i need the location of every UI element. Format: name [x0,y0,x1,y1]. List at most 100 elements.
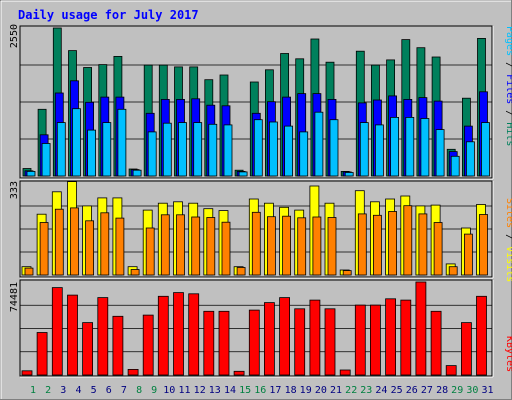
sites-bar-3 [54,208,64,276]
pages-bar-9 [147,131,157,177]
sites-bar-23 [357,213,367,276]
kbytes-bar-8 [127,368,139,376]
kbytes-bar-22 [339,369,351,376]
pages-bar-14 [223,124,233,177]
pages-bar-19 [299,131,309,177]
sites-bar-24 [372,214,382,276]
kbytes-bar-25 [385,298,397,376]
day-label-8: 8 [136,385,142,396]
day-label-20: 20 [315,385,327,396]
sites-bar-13 [206,217,216,276]
day-label-13: 13 [209,385,221,396]
legend-sep-2: / [504,104,512,122]
sites-bar-16 [251,211,261,276]
day-label-29: 29 [451,385,463,396]
pages-bar-26 [405,117,415,177]
sites-bar-28 [433,222,443,276]
pages-bar-18 [284,125,294,177]
day-label-21: 21 [330,385,342,396]
day-label-2: 2 [45,385,51,396]
day-label-15: 15 [239,385,251,396]
sites-bar-31 [479,214,488,276]
kbytes-bar-5 [82,322,93,376]
sites-bar-22 [342,270,352,276]
kbytes-bar-17 [263,302,275,376]
pages-bar-29 [450,155,460,177]
day-label-24: 24 [375,385,387,396]
kbytes-bar-4 [67,294,78,376]
hits-ymax-label: 2550 [9,24,20,48]
kbytes-bar-1 [21,370,33,376]
sites-bar-1 [24,267,34,276]
chart-title: Daily usage for July 2017 [18,8,199,22]
kbytes-legend: KBytes [504,336,512,372]
legend-sites: Sites [504,198,512,228]
legend-files: Files [504,74,512,104]
legend-sep-1: / [504,56,512,74]
legend-visits: Visits [504,246,512,282]
sites-bar-18 [282,215,292,276]
day-label-22: 22 [345,385,357,396]
day-label-31: 31 [481,385,493,396]
pages-bar-22 [344,172,354,177]
kbytes-bar-16 [248,309,260,376]
legend-pages: Pages [504,26,512,56]
kbytes-bar-19 [294,308,306,376]
legend-hits: Hits [504,122,512,146]
day-label-28: 28 [436,385,448,396]
sites-bar-15 [236,267,246,276]
pages-bar-7 [117,108,127,177]
legend-kbytes: KBytes [504,336,512,372]
kbytes-bar-12 [188,293,200,376]
day-label-14: 14 [224,385,236,396]
sites-bar-20 [312,216,322,276]
pages-bar-6 [102,122,112,177]
pages-bar-2 [41,143,51,177]
pages-bar-23 [359,122,369,177]
kbytes-bar-9 [142,314,154,376]
day-label-23: 23 [360,385,372,396]
sites-bar-29 [448,266,458,276]
sites-bar-19 [297,217,307,276]
pages-bar-12 [193,122,203,177]
kbytes-bar-7 [112,315,124,376]
sites-bar-30 [463,233,473,276]
sites-bar-4 [70,207,79,276]
sites-bar-26 [403,205,413,276]
pages-bar-1 [26,170,36,177]
pages-bar-21 [329,119,339,177]
pages-bar-11 [178,122,187,177]
day-label-16: 16 [254,385,266,396]
day-label-1: 1 [30,385,36,396]
visits-legend: Sites / Visits [504,198,512,282]
day-label-18: 18 [285,385,297,396]
sites-bar-11 [176,214,185,276]
pages-bar-30 [465,141,475,177]
day-label-6: 6 [106,385,112,396]
pages-bar-4 [72,108,81,177]
day-label-11: 11 [178,385,190,396]
kbytes-bar-13 [203,310,215,376]
kbytes-bar-2 [36,332,48,376]
kbytes-bar-23 [354,304,366,376]
kbytes-bar-3 [51,287,63,376]
sites-bar-6 [100,212,110,276]
kbytes-bar-24 [369,304,381,376]
pages-bar-8 [132,169,142,177]
kbytes-ymax-label: 74481 [9,282,20,312]
legend-sep-3: / [504,228,512,246]
kbytes-bar-15 [233,370,245,376]
sites-bar-21 [327,217,337,276]
kbytes-bar-29 [445,365,457,376]
sites-bar-8 [130,269,140,276]
sites-bar-7 [115,217,125,276]
visits-ymax-label: 333 [9,181,20,199]
pages-bar-16 [253,119,263,177]
pages-bar-31 [481,122,490,177]
sites-bar-2 [39,222,49,276]
kbytes-bar-14 [218,310,230,376]
pages-bar-13 [208,123,218,177]
sites-bar-5 [85,220,94,276]
kbytes-bar-21 [324,308,336,376]
